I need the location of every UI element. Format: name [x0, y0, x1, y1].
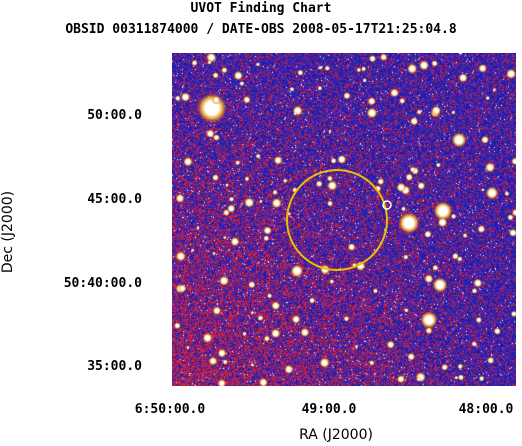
x-tick-label: 49:00.0 [301, 402, 357, 417]
y-tick-label: 35:00.0 [87, 359, 142, 374]
x-tick-label: 6:50:00.0 [134, 402, 206, 417]
sky-image-canvas [172, 53, 516, 386]
source-marker[interactable] [382, 200, 392, 210]
x-tick-label: 48:00.0 [458, 402, 514, 417]
chart-subtitle: OBSID 00311874000 / DATE-OBS 2008-05-17T… [65, 22, 457, 37]
y-tick-label: 50:00.0 [87, 108, 142, 123]
target-circle[interactable] [286, 169, 388, 271]
x-axis-label: RA (J2000) [299, 427, 373, 443]
y-tick-label: 50:40:00.0 [63, 276, 142, 291]
chart-title: UVOT Finding Chart [190, 1, 332, 16]
y-axis-label: Dec (J2000) [0, 190, 16, 274]
sky-image[interactable] [172, 53, 516, 386]
image-overlay [286, 169, 392, 271]
y-tick-label: 45:00.0 [87, 192, 142, 207]
